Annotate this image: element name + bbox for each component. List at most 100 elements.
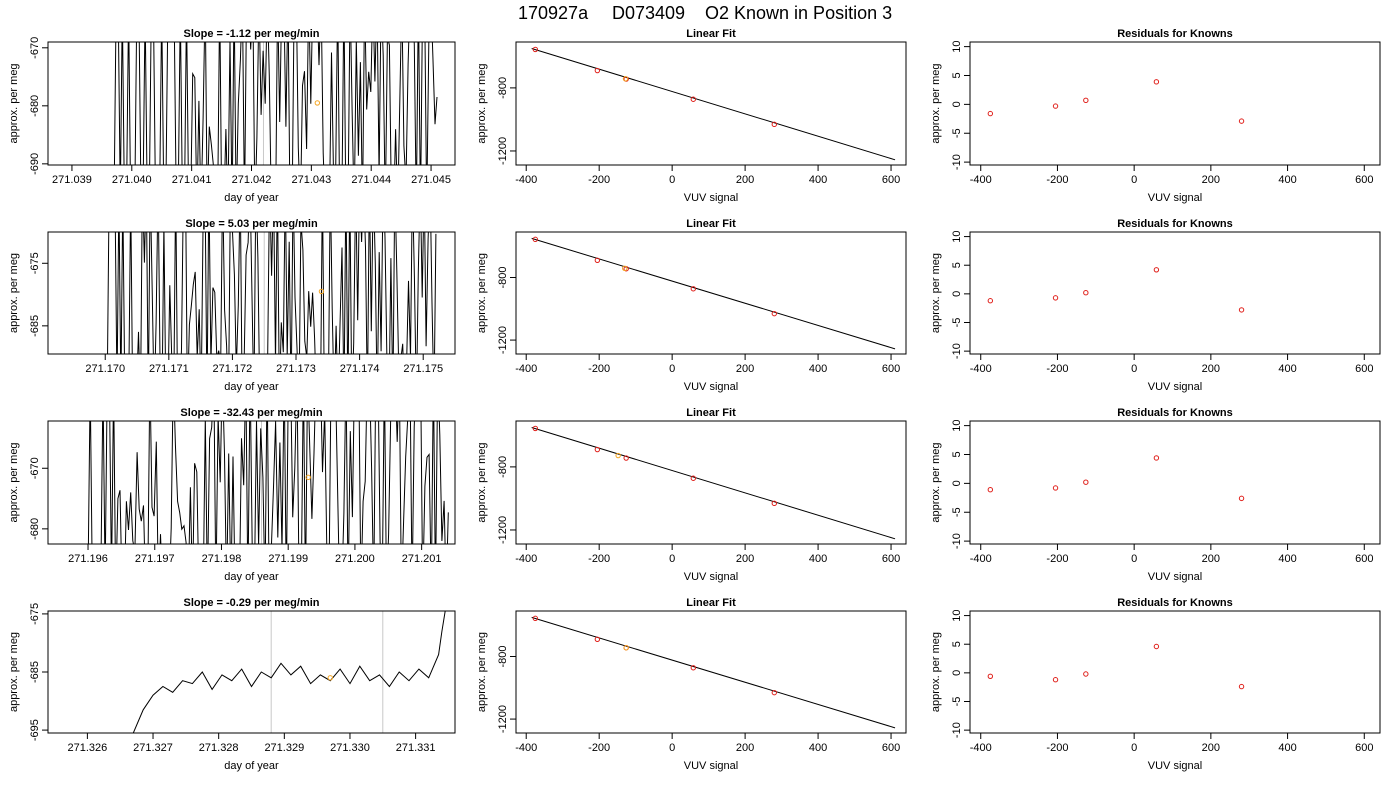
y-tick-label: -10 xyxy=(951,343,963,359)
x-axis-label: day of year xyxy=(224,381,279,393)
panel-fit-row2: Linear Fit -400 -200 0 200 400 600 -800 -1200 VUV… xyxy=(476,218,907,393)
y-tick-label: -1200 xyxy=(497,705,509,733)
x-tick-label: -200 xyxy=(588,174,610,186)
figure-title-sample: D073409 xyxy=(612,3,685,23)
x-tick-label: 400 xyxy=(809,553,827,565)
x-tick-label: 600 xyxy=(1355,174,1373,186)
y-axis-label: approx. per meg xyxy=(476,632,488,712)
data-point xyxy=(594,67,601,74)
data-point xyxy=(1052,485,1059,491)
y-tick-label: -800 xyxy=(497,77,509,99)
y-tick-label: -675 xyxy=(29,252,41,274)
x-tick-label: 0 xyxy=(669,363,675,375)
x-tick-label: 271.042 xyxy=(232,174,272,186)
x-tick-label: 271.171 xyxy=(149,363,189,375)
plot-frame xyxy=(969,41,1381,166)
x-tick-label: 400 xyxy=(1278,363,1296,375)
data-point xyxy=(1083,671,1089,677)
panel-title: Residuals for Knowns xyxy=(1117,218,1233,230)
data-point xyxy=(594,446,601,453)
y-tick-label: -800 xyxy=(497,645,509,667)
y-axis-label: approx. per meg xyxy=(930,253,942,333)
x-tick-label: -200 xyxy=(1046,363,1068,375)
data-point xyxy=(1083,97,1089,104)
x-tick-label: 200 xyxy=(1202,174,1220,186)
y-tick-label: -5 xyxy=(951,507,963,517)
x-tick-label: -400 xyxy=(970,553,992,565)
x-tick-label: 200 xyxy=(736,553,754,565)
x-tick-label: 271.329 xyxy=(264,742,304,754)
data-point xyxy=(690,96,697,102)
x-tick-label: 400 xyxy=(809,363,827,375)
plot-frame xyxy=(515,420,907,545)
panel-title: Linear Fit xyxy=(686,597,736,609)
x-tick-label: 271.327 xyxy=(133,742,173,754)
y-tick-label: -690 xyxy=(29,153,41,175)
data-point xyxy=(771,310,777,317)
y-tick-label: 10 xyxy=(951,40,963,52)
panel-title: Slope = -0.29 per meg/min xyxy=(183,597,319,609)
x-axis-label: day of year xyxy=(224,192,279,204)
x-tick-label: 0 xyxy=(1131,742,1137,754)
y-tick-label: -670 xyxy=(29,37,41,59)
highlight-point xyxy=(314,100,321,106)
x-tick-label: 600 xyxy=(882,363,900,375)
panel-title: Linear Fit xyxy=(686,28,736,40)
panel-title: Linear Fit xyxy=(686,218,736,230)
x-tick-label: 271.040 xyxy=(112,174,152,186)
figure-title-description: O2 Known in Position 3 xyxy=(705,3,892,23)
plot-frame xyxy=(515,231,907,355)
x-tick-label: 0 xyxy=(669,742,675,754)
y-tick-label: -10 xyxy=(951,533,963,549)
y-tick-label: 10 xyxy=(951,609,963,621)
series-line xyxy=(132,611,446,733)
y-tick-label: 10 xyxy=(951,419,963,431)
plot-frame xyxy=(515,41,907,166)
x-tick-label: 271.326 xyxy=(68,742,108,754)
data-point xyxy=(1052,677,1059,683)
x-tick-label: 271.331 xyxy=(396,742,436,754)
data-point xyxy=(987,487,994,493)
x-tick-label: 271.330 xyxy=(330,742,370,754)
data-point xyxy=(1153,455,1160,461)
series-line xyxy=(113,42,438,165)
x-tick-label: 200 xyxy=(736,363,754,375)
data-point xyxy=(1052,295,1059,301)
x-tick-label: 271.328 xyxy=(199,742,239,754)
series-line xyxy=(107,232,437,354)
y-tick-label: -1200 xyxy=(497,137,509,165)
x-tick-label: -200 xyxy=(588,742,610,754)
plot-area xyxy=(531,236,896,350)
x-tick-label: 271.043 xyxy=(291,174,331,186)
x-tick-label: -200 xyxy=(1046,174,1068,186)
data-point xyxy=(987,298,994,304)
panel-fit-row3: Linear Fit -400 -200 0 200 400 600 -800 -1200 VUV… xyxy=(476,407,907,583)
x-tick-label: 271.174 xyxy=(340,363,380,375)
y-axis-label: approx. per meg xyxy=(930,442,942,522)
x-tick-label: 271.044 xyxy=(351,174,391,186)
plot-area xyxy=(987,643,1245,690)
plot-area xyxy=(531,46,896,161)
x-tick-label: 200 xyxy=(1202,553,1220,565)
data-point xyxy=(771,500,777,507)
data-point xyxy=(532,236,539,243)
panel-title: Slope = 5.03 per meg/min xyxy=(185,218,318,230)
y-tick-label: 5 xyxy=(951,262,963,268)
data-point xyxy=(532,46,539,53)
x-tick-label: 0 xyxy=(1131,363,1137,375)
y-tick-label: 0 xyxy=(951,480,963,486)
plot-frame xyxy=(969,610,1381,734)
y-axis-label: approx. per meg xyxy=(476,442,488,522)
x-tick-label: -400 xyxy=(515,553,537,565)
panel-fit-row1: Linear Fit -400 -200 0 200 400 600 -800 -1200 VUV… xyxy=(476,28,907,204)
x-tick-label: 271.198 xyxy=(202,553,242,565)
panel-time-row2: Slope = 5.03 per meg/min 271.170 271.171 27… xyxy=(8,218,456,393)
data-point xyxy=(1083,479,1089,485)
y-axis-label: approx. per meg xyxy=(476,253,488,333)
x-tick-label: 600 xyxy=(882,174,900,186)
highlight-point xyxy=(305,474,311,481)
y-tick-label: -685 xyxy=(29,661,41,683)
x-tick-label: -200 xyxy=(1046,553,1068,565)
y-tick-label: 10 xyxy=(951,230,963,242)
